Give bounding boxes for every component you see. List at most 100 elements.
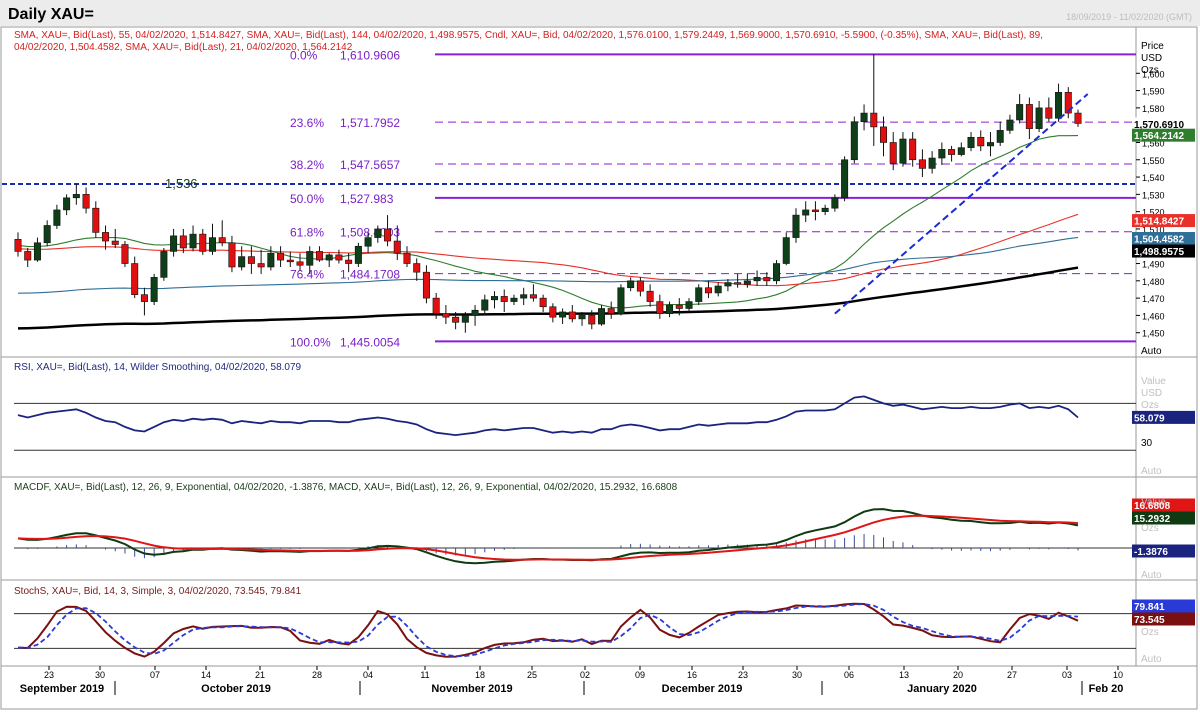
date-tick-label: 10 [1113, 670, 1123, 680]
candle-body [918, 159, 926, 169]
candle-body [140, 294, 148, 302]
sma-value-tag-bg [1132, 232, 1195, 246]
price-tick-label: 1,480 [1142, 277, 1165, 287]
candle-body [666, 304, 674, 314]
candle-body [384, 228, 392, 242]
candle-body [607, 308, 615, 314]
candle-body [170, 235, 178, 252]
candle-body [422, 271, 430, 299]
candle-body [909, 138, 917, 161]
date-tick-label: 20 [953, 670, 963, 680]
candle-body [685, 301, 693, 309]
fib-level-label: 38.2% [290, 158, 324, 172]
rsi-auto-button[interactable]: Auto [1141, 466, 1162, 477]
price-tick-label: 1,460 [1142, 311, 1165, 321]
price-tick-label: 1,530 [1142, 190, 1165, 200]
date-tick-label: 04 [363, 670, 373, 680]
date-tick-label: 06 [844, 670, 854, 680]
candle-body [724, 282, 732, 287]
macd-signal-tag: 16.6808 [1134, 501, 1171, 512]
candle-body [568, 311, 576, 320]
macd-value-tag: 15.2932 [1134, 514, 1171, 525]
candle-body [782, 237, 790, 264]
sma-value-tag-bg [1132, 128, 1195, 142]
candle-body [617, 287, 625, 314]
candle-body [792, 214, 800, 238]
macd-value-tag-bg [1132, 511, 1195, 525]
candle-body [218, 237, 226, 244]
candle-body [1035, 107, 1043, 129]
date-tick-label: 16 [687, 670, 697, 680]
stoch-axis-title-3: Ozs [1141, 627, 1159, 638]
stoch-d-line [17, 603, 1079, 658]
candle-body [277, 252, 285, 261]
candle-body [1074, 112, 1082, 124]
candle-body [996, 130, 1004, 143]
fib-level-value: 1,610.9606 [340, 48, 400, 62]
candle-body [345, 259, 353, 264]
candle-body [82, 194, 90, 209]
candle-body [33, 242, 41, 261]
candle-body [539, 297, 547, 308]
candle-body [510, 297, 518, 302]
candle-body [773, 263, 781, 282]
candle-body [520, 294, 528, 299]
candle-body [928, 157, 936, 169]
candle-body [315, 251, 323, 261]
stoch-auto-button[interactable]: Auto [1141, 654, 1162, 665]
candle-body [296, 261, 304, 266]
stoch-k-tag-bg [1132, 612, 1195, 626]
fib-level-label: 76.4% [290, 268, 324, 282]
date-tick-label: 21 [255, 670, 265, 680]
candle-body [763, 277, 771, 282]
rsi-legend: RSI, XAU=, Bid(Last), 14, Wilder Smoothi… [14, 362, 302, 373]
candle-body [957, 147, 965, 155]
stoch-panel: 79.841 73.545 [14, 599, 1195, 658]
price-auto-button[interactable]: Auto [1141, 346, 1162, 357]
fib-level-value: 1,527.983 [340, 192, 394, 206]
rsi-axis-title-2: USD [1141, 388, 1162, 399]
date-tick-label: 13 [899, 670, 909, 680]
price-legend-line1: SMA, XAU=, Bid(Last), 55, 04/02/2020, 1,… [14, 30, 1043, 41]
candle-body [403, 252, 411, 264]
candle-body [636, 280, 644, 292]
candle-body [549, 306, 557, 318]
candle-body [1016, 104, 1024, 121]
fib-level-value: 1,484.1708 [340, 268, 400, 282]
candle-body [131, 263, 139, 295]
candle-body [374, 228, 382, 238]
price-tick-label: 1,470 [1142, 294, 1165, 304]
candle-body [189, 233, 197, 249]
price-axis-title-3: Ozs [1141, 65, 1159, 76]
sma-value-tag-bg [1132, 214, 1195, 228]
macd-legend: MACDF, XAU=, Bid(Last), 12, 26, 9, Expon… [14, 482, 678, 493]
sma-line [17, 266, 1079, 330]
stoch-legend: StochS, XAU=, Bid, 14, 3, Simple, 3, 04/… [14, 586, 302, 597]
candle-body [938, 149, 946, 159]
candle-body [72, 194, 80, 199]
fib-level-label: 23.6% [290, 116, 324, 130]
candle-body [413, 263, 421, 273]
macd-auto-button[interactable]: Auto [1141, 570, 1162, 581]
rsi-line [17, 395, 1079, 437]
macd-hist-tag-bg [1132, 544, 1195, 558]
price-tick-label: 1,540 [1142, 173, 1165, 183]
window-title: Daily XAU= [8, 6, 94, 23]
sma-value-tag: 1,498.9575 [1134, 247, 1184, 258]
month-label: November 2019 [431, 683, 512, 695]
candle-body [578, 315, 586, 320]
fib-level-value: 1,571.7952 [340, 116, 400, 130]
date-tick-label: 03 [1062, 670, 1072, 680]
rsi-axis-title-3: Ozs [1141, 400, 1159, 411]
price-tick-label: 1,590 [1142, 87, 1165, 97]
date-tick-label: 09 [635, 670, 645, 680]
candle-body [831, 197, 839, 209]
candle-body [986, 142, 994, 147]
price-tick-label: 1,520 [1142, 208, 1165, 218]
candle-body [656, 301, 664, 314]
candle-body [743, 280, 751, 285]
price-tick-label: 1,550 [1142, 156, 1165, 166]
candle-body [461, 315, 469, 323]
outer-frame [0, 26, 1198, 710]
